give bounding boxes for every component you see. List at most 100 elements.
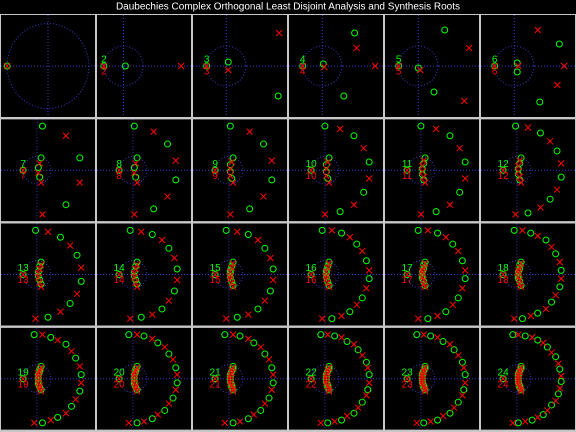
zero-marker [3,62,11,70]
pole-marker [499,375,507,383]
multiplicity-label: 3 [204,55,210,66]
pole-marker [228,158,236,166]
zero-marker [554,390,562,398]
panel-background [385,327,479,430]
pole-marker [403,271,411,278]
pole-marker [244,311,252,318]
zero-marker [307,375,315,383]
pole-marker [499,166,507,174]
pole-marker [509,419,517,427]
pole-marker [322,372,330,379]
zero-marker [552,250,560,258]
zero-marker [76,387,84,395]
pole-marker [164,193,171,200]
pole-marker [434,334,441,341]
zero-marker [233,313,241,321]
pole-marker [307,271,315,278]
zero-marker [115,271,123,278]
pole-marker [269,276,277,284]
pole-marker [77,264,85,271]
pole-marker [226,275,234,282]
pole-marker [37,179,45,187]
unit-circle [103,45,144,87]
pole-marker [519,227,526,234]
pole-marker [246,128,254,136]
pole-marker [421,385,429,393]
unit-circle [310,260,340,289]
pole-marker [403,166,411,174]
zero-marker [137,313,145,321]
unit-circle [502,155,532,185]
pole-marker [229,387,237,395]
pole-marker [66,242,74,249]
multiplicity-label: 5 [396,55,402,66]
zero-marker [434,416,442,424]
pole-marker [560,62,568,70]
multiplicity-label: 10 [306,171,318,182]
multiplicity-label: 9 [212,171,218,182]
pole-marker [517,387,525,395]
pole-marker [236,418,244,425]
unit-circle [214,364,244,394]
zero-marker [161,406,169,414]
panel-background [97,119,191,222]
zero-marker [19,166,27,174]
figure-title: Daubechies Complex Orthogonal Least Disj… [116,2,460,13]
pole-marker [552,291,560,299]
pole-marker [421,179,429,187]
pole-marker [552,397,560,405]
unit-circle [406,260,436,289]
pole-marker [365,379,373,387]
zero-marker [365,371,373,379]
zero-marker [450,346,458,354]
multiplicity-label: 22 [306,367,318,378]
pole-marker [418,168,426,175]
zero-marker [154,339,162,347]
pole-marker [34,369,42,377]
zero-marker [130,268,138,276]
zero-marker [211,375,219,383]
zero-marker [169,394,177,402]
zero-marker [322,266,330,274]
zero-marker [133,419,141,427]
zero-marker [44,313,52,321]
zero-marker [324,419,332,427]
pole-marker [365,175,373,182]
zero-marker [34,268,42,276]
pole-marker [226,377,234,385]
multiplicity-label: 12 [498,171,510,182]
pole-marker [418,267,426,274]
zero-marker [461,371,469,379]
pole-marker [459,391,466,399]
zero-marker [403,166,411,174]
multiplicity-label: 7 [20,171,26,182]
zero-marker [165,350,173,358]
zero-marker [358,294,366,302]
panel-background [481,119,575,222]
pole-marker [442,233,450,241]
pole-marker [325,387,333,395]
zero-marker [265,394,273,402]
pole-marker [465,44,473,52]
panel-background [97,15,191,117]
pole-marker [514,168,522,175]
pole-marker [226,172,234,180]
zero-marker [556,283,564,291]
pole-marker [133,331,141,338]
zero-marker [226,273,234,281]
pole-marker [30,419,38,427]
zero-marker [536,98,544,106]
zero-marker [338,229,346,237]
pole-marker [324,331,332,338]
zero-marker [509,331,517,339]
zero-marker [362,257,370,265]
zero-marker [211,166,219,174]
pole-marker [421,260,429,267]
pole-marker [39,211,46,218]
zero-marker [557,266,565,274]
pole-marker [130,211,138,218]
pole-marker [358,247,366,255]
pole-marker [158,236,166,244]
zero-marker [236,332,244,340]
pole-marker [161,343,169,351]
